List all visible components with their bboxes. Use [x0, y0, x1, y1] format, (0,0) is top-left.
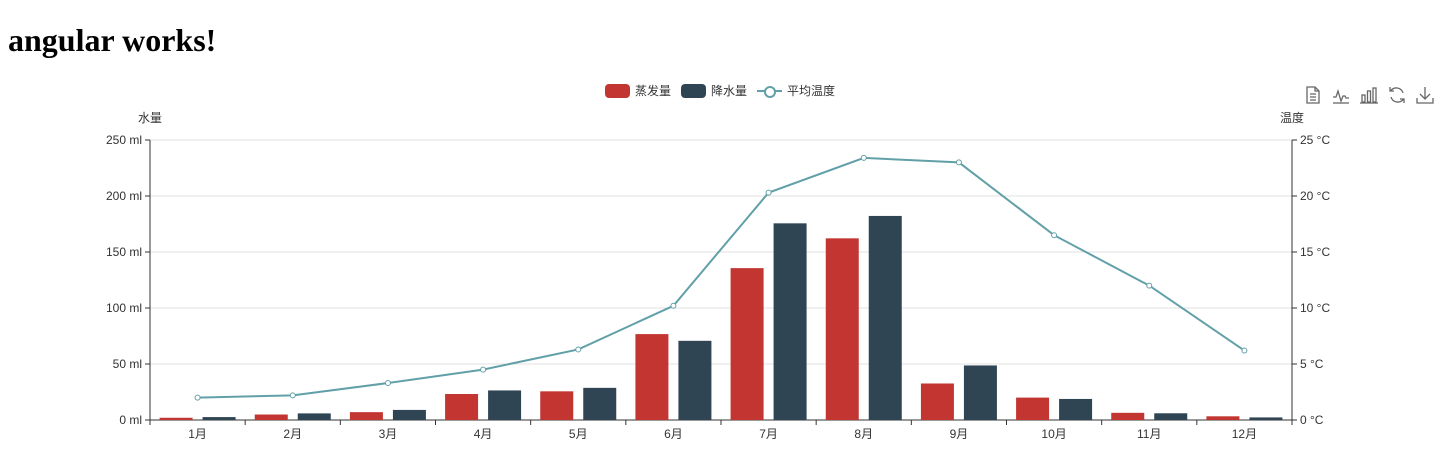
legend-label-temperature: 平均温度 — [787, 84, 836, 98]
y-right-tick-label: 15 °C — [1300, 245, 1330, 259]
y-left-tick-label: 50 ml — [113, 357, 142, 371]
chart-legend: 蒸发量 降水量 平均温度 — [0, 82, 1440, 99]
x-tick-label: 4月 — [474, 427, 493, 441]
data-view-icon[interactable] — [1302, 84, 1324, 106]
x-tick-label: 5月 — [569, 427, 588, 441]
axes: 0 ml 50 ml 100 ml 150 ml 200 ml 250 ml 0 °C 5 °… — [106, 110, 1331, 441]
combo-chart: 0 ml 50 ml 100 ml 150 ml 200 ml 250 ml 0 °C 5 °… — [106, 110, 1331, 441]
x-tick-label: 7月 — [759, 427, 778, 441]
legend-swatch-evaporation — [604, 83, 630, 98]
bar — [540, 391, 574, 420]
restore-icon[interactable] — [1386, 84, 1408, 106]
x-tick-label: 10月 — [1041, 427, 1066, 441]
temperature-point — [384, 380, 391, 387]
bar — [583, 387, 617, 420]
legend-label-evaporation: 蒸发量 — [634, 84, 671, 98]
bar — [297, 413, 331, 420]
y-left-tick-label: 0 ml — [119, 413, 142, 427]
bar — [1059, 398, 1093, 420]
x-tick-label: 12月 — [1232, 427, 1257, 441]
x-tick-label: 1月 — [188, 427, 207, 441]
y-right-tick-label: 0 °C — [1300, 413, 1324, 427]
x-tick-label: 8月 — [854, 427, 873, 441]
temperature-point — [860, 154, 867, 161]
bar — [349, 412, 383, 420]
bar — [159, 417, 193, 420]
y-right-tick-label: 20 °C — [1300, 189, 1330, 203]
x-tick-label: 3月 — [379, 427, 398, 441]
y-left-tick-label: 150 ml — [106, 245, 142, 259]
y-left-tick-label: 250 ml — [106, 133, 142, 147]
temperature-point — [955, 159, 962, 166]
temperature-point — [194, 394, 201, 401]
x-tick-label: 11月 — [1137, 427, 1161, 441]
bar — [445, 394, 479, 420]
bar — [773, 223, 807, 420]
bar — [1111, 412, 1145, 420]
temperature-point — [1051, 232, 1058, 239]
bar — [920, 383, 954, 420]
y-right-tick-label: 5 °C — [1300, 357, 1324, 371]
bar — [254, 414, 288, 420]
legend-item-precipitation[interactable]: 降水量 — [680, 82, 747, 99]
temperature-point — [670, 302, 677, 309]
x-tick-label: 2月 — [283, 427, 302, 441]
temperature-point — [575, 346, 582, 353]
x-tick-label: 9月 — [950, 427, 969, 441]
y-right-tick-label: 10 °C — [1300, 301, 1330, 315]
y-left-axis-name: 水量 — [138, 111, 162, 125]
bar — [730, 268, 764, 420]
temperature-point — [289, 392, 296, 399]
y-right-tick-label: 25 °C — [1300, 133, 1330, 147]
temperature-point — [480, 366, 487, 373]
bar — [202, 417, 236, 420]
page-heading: angular works! — [8, 22, 217, 58]
bar-chart-icon[interactable] — [1358, 84, 1380, 106]
temperature-point — [1146, 282, 1153, 289]
y-left-tick-label: 200 ml — [106, 189, 142, 203]
line-chart-icon[interactable] — [1330, 84, 1352, 106]
download-icon[interactable] — [1414, 84, 1436, 106]
y-right-axis-name: 温度 — [1280, 110, 1304, 125]
temperature-line — [197, 156, 1245, 399]
chart-toolbox — [1302, 84, 1436, 106]
legend-swatch-temperature — [757, 84, 782, 98]
legend-label-precipitation: 降水量 — [710, 84, 747, 98]
bar — [868, 215, 902, 420]
bar — [1206, 416, 1240, 420]
bar — [1016, 397, 1050, 420]
grid-lines — [150, 139, 1292, 365]
line-series — [194, 154, 1248, 401]
bar — [635, 334, 669, 420]
legend-swatch-precipitation — [680, 83, 706, 98]
bar — [825, 238, 859, 420]
bar-series — [159, 215, 1283, 420]
bar — [963, 365, 997, 420]
temperature-point — [1241, 347, 1248, 354]
legend-item-evaporation[interactable]: 蒸发量 — [604, 82, 671, 99]
bar — [392, 409, 426, 420]
legend-item-temperature[interactable]: 平均温度 — [757, 82, 835, 99]
temperature-point — [765, 189, 772, 196]
y-left-tick-label: 100 ml — [106, 301, 142, 315]
bar — [1249, 417, 1283, 420]
x-tick-label: 6月 — [664, 427, 683, 441]
bar — [678, 340, 712, 420]
bar — [1154, 413, 1188, 420]
bar — [488, 390, 522, 420]
